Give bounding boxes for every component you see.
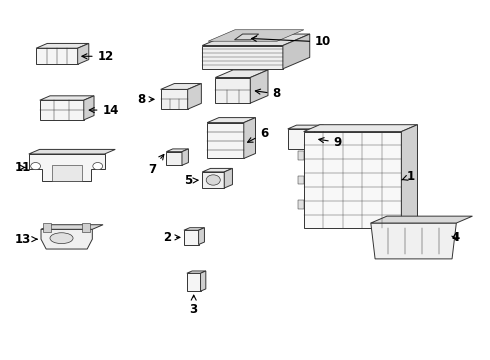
FancyBboxPatch shape [304, 132, 401, 228]
Polygon shape [202, 45, 283, 69]
Text: 6: 6 [247, 127, 269, 142]
Polygon shape [401, 125, 417, 228]
Polygon shape [77, 44, 89, 64]
Polygon shape [202, 34, 310, 45]
Polygon shape [283, 34, 310, 69]
Polygon shape [304, 125, 417, 132]
FancyBboxPatch shape [166, 152, 182, 165]
Text: 11: 11 [15, 161, 31, 174]
FancyBboxPatch shape [36, 48, 77, 64]
FancyBboxPatch shape [202, 172, 224, 188]
FancyBboxPatch shape [288, 129, 315, 149]
Bar [43, 223, 51, 232]
Polygon shape [182, 149, 189, 165]
Polygon shape [41, 229, 92, 249]
Polygon shape [166, 149, 189, 152]
Text: 9: 9 [319, 136, 342, 149]
Text: 2: 2 [163, 231, 180, 244]
Polygon shape [29, 154, 104, 181]
Polygon shape [40, 96, 94, 100]
Text: 12: 12 [82, 50, 114, 63]
FancyBboxPatch shape [215, 77, 250, 103]
Polygon shape [161, 84, 201, 89]
Polygon shape [371, 216, 472, 223]
Polygon shape [29, 149, 115, 154]
Circle shape [206, 175, 220, 185]
FancyBboxPatch shape [161, 89, 188, 109]
Circle shape [93, 162, 102, 170]
Polygon shape [315, 125, 323, 149]
Text: 5: 5 [184, 174, 198, 187]
Text: 3: 3 [190, 295, 198, 316]
Polygon shape [184, 228, 204, 230]
Polygon shape [36, 44, 89, 48]
Text: 8: 8 [255, 87, 281, 100]
Bar [298, 176, 304, 184]
Ellipse shape [50, 233, 73, 244]
Polygon shape [215, 70, 268, 77]
Bar [51, 165, 82, 181]
Text: 13: 13 [15, 233, 37, 246]
Polygon shape [207, 118, 255, 123]
Text: 1: 1 [402, 170, 415, 183]
Text: 4: 4 [451, 231, 459, 244]
Polygon shape [288, 125, 323, 129]
Bar [82, 223, 90, 232]
FancyBboxPatch shape [184, 230, 198, 244]
Text: 10: 10 [251, 35, 331, 49]
Polygon shape [224, 168, 232, 188]
Polygon shape [235, 34, 259, 40]
Polygon shape [187, 271, 206, 273]
Text: 14: 14 [89, 104, 119, 117]
Polygon shape [200, 271, 206, 291]
Text: 8: 8 [137, 93, 154, 106]
Circle shape [31, 162, 41, 170]
FancyBboxPatch shape [40, 100, 84, 120]
Bar [298, 152, 304, 160]
Polygon shape [208, 30, 304, 41]
Polygon shape [198, 228, 204, 244]
Polygon shape [202, 168, 232, 172]
Polygon shape [188, 84, 201, 109]
FancyBboxPatch shape [207, 123, 244, 158]
Polygon shape [41, 225, 103, 229]
Polygon shape [244, 118, 255, 158]
Polygon shape [250, 70, 268, 103]
Polygon shape [84, 96, 94, 120]
FancyBboxPatch shape [187, 273, 200, 291]
Bar [298, 200, 304, 208]
Polygon shape [371, 223, 456, 259]
Text: 7: 7 [148, 154, 164, 176]
